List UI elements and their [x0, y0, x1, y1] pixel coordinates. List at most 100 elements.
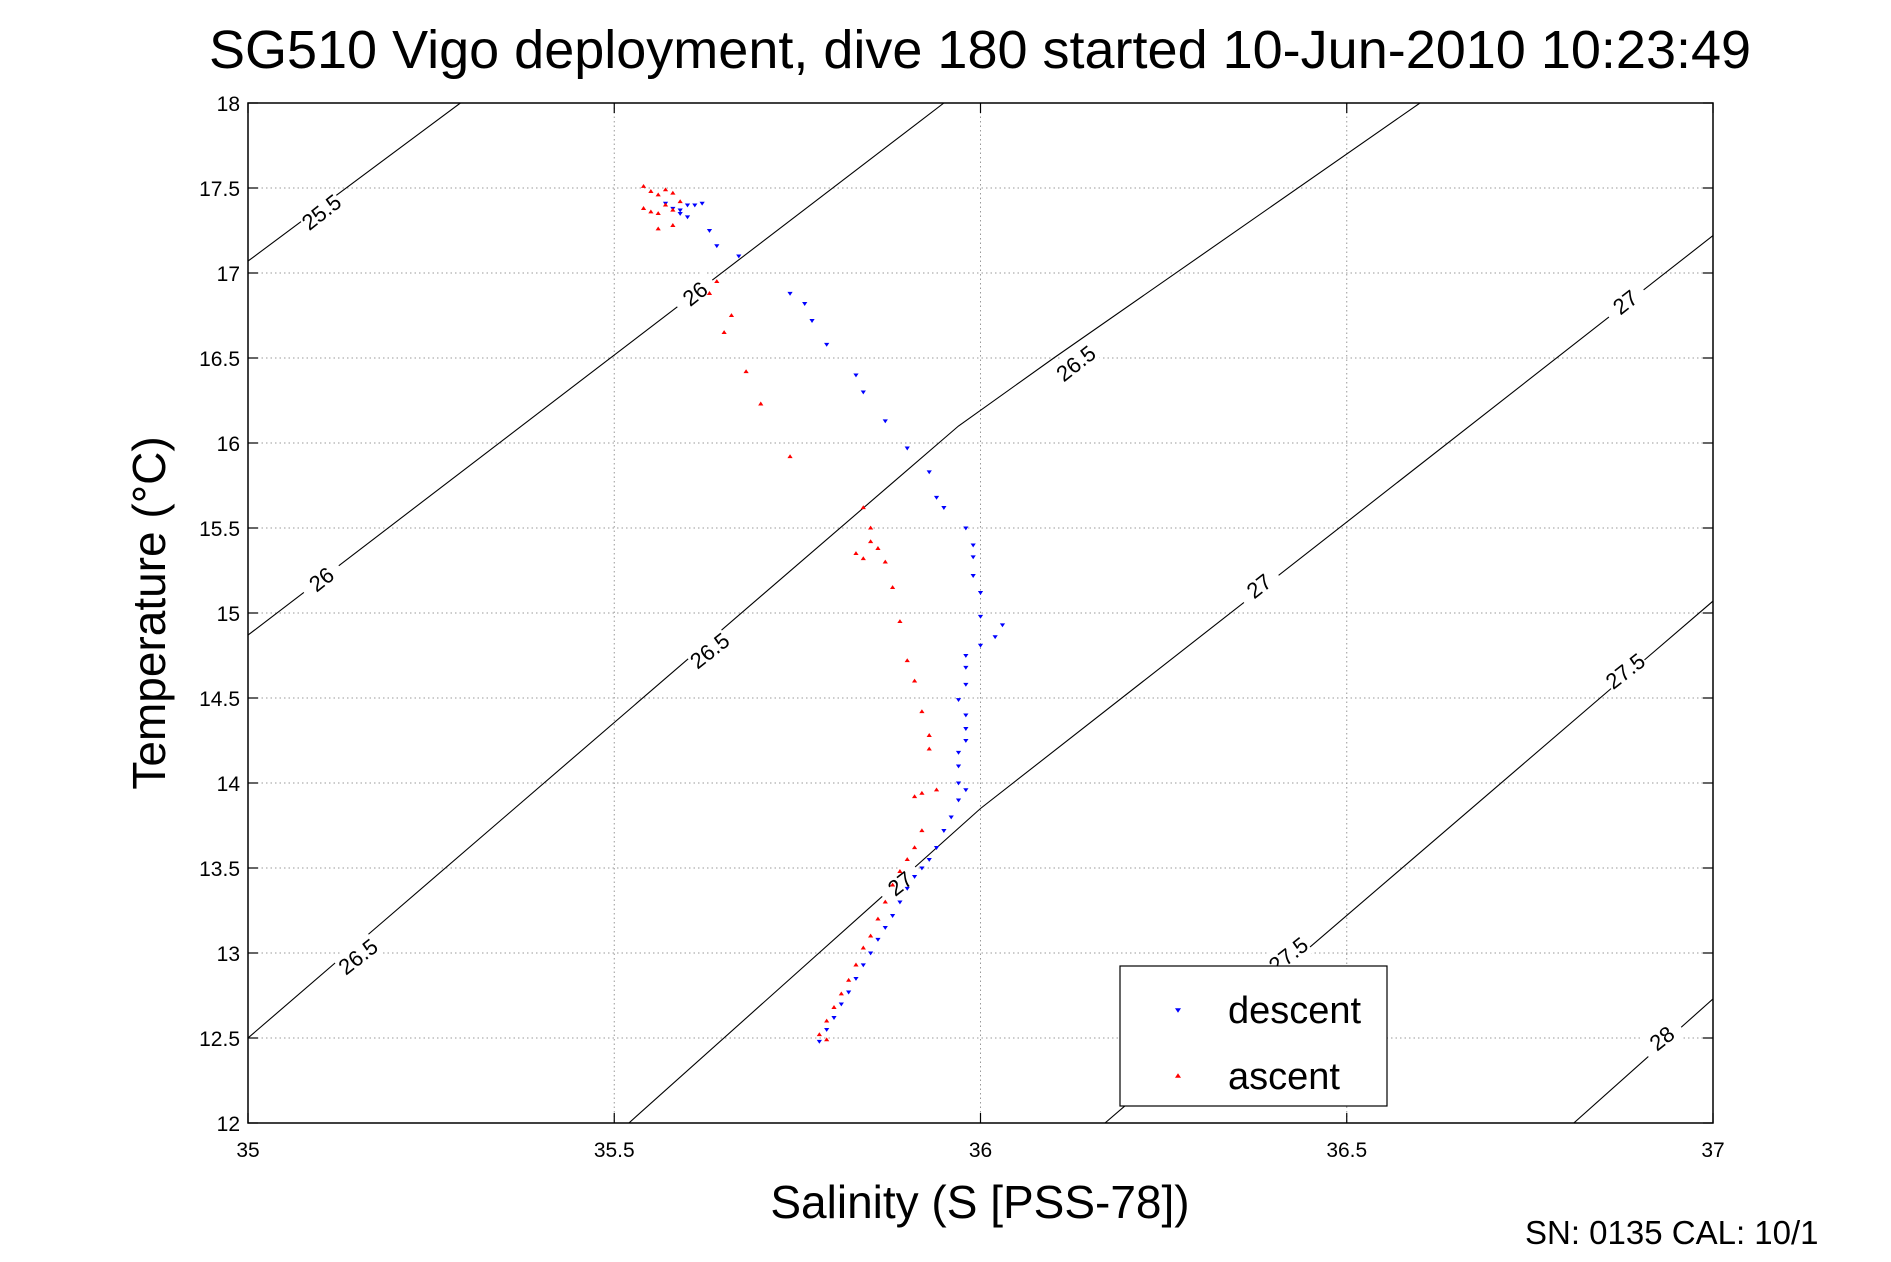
y-tick-label: 12.5: [199, 1028, 240, 1051]
data-markers: [640, 183, 1006, 1044]
y-tick-label: 13: [217, 943, 240, 966]
ascent-marker: [728, 313, 735, 318]
ascent-marker: [904, 857, 910, 862]
descent-marker: [970, 555, 976, 560]
ascent-marker: [853, 551, 859, 556]
descent-marker: [977, 614, 984, 619]
grid: [248, 103, 1713, 1123]
descent-marker: [816, 1039, 822, 1044]
descent-marker: [963, 788, 969, 793]
ascent-marker: [640, 206, 647, 210]
ascent-marker: [926, 746, 932, 751]
ascent-marker: [655, 226, 661, 231]
descent-marker: [809, 319, 815, 323]
descent-marker: [860, 390, 866, 395]
ascent-marker: [824, 1018, 830, 1023]
contour-label: 26.5: [334, 934, 383, 980]
descent-marker: [911, 874, 918, 879]
ascent-marker: [919, 790, 925, 795]
contour-label-background: [1599, 647, 1651, 695]
density-contour-line: [628, 235, 1713, 1123]
density-contour-line: [248, 103, 945, 636]
ascent-marker: [868, 539, 874, 544]
descent-marker: [941, 506, 947, 510]
ascent-marker: [662, 202, 669, 207]
ascent-marker: [882, 899, 888, 904]
descent-marker: [963, 653, 969, 658]
contour-label-background: [295, 555, 347, 603]
ascent-marker: [787, 454, 793, 459]
contour-label-background: [669, 269, 721, 318]
contour-label-background: [1050, 339, 1102, 387]
axis-ticks: 35 35.5 36 36.5 37 12 12.5 13 13.5 14 14.5 15 15.5 16…: [199, 93, 1725, 1162]
y-tick-label: 15.5: [199, 518, 240, 541]
ascent-marker: [897, 619, 903, 624]
ascent-marker: [838, 991, 844, 996]
descent-marker: [882, 419, 888, 424]
ascent-marker: [853, 962, 859, 967]
descent-marker: [933, 495, 940, 500]
descent-marker: [890, 914, 896, 918]
ascent-marker: [816, 1032, 822, 1037]
descent-marker: [882, 925, 888, 930]
descent-marker: [926, 857, 932, 862]
ascent-marker: [648, 209, 654, 214]
y-tick-label: 13.5: [199, 858, 240, 881]
contour-label-background: [332, 932, 384, 981]
ascent-marker: [933, 787, 940, 792]
ascent-marker: [911, 794, 918, 799]
descent-marker: [684, 215, 691, 220]
y-tick-label: 16: [217, 433, 240, 456]
descent-marker: [677, 208, 683, 213]
x-tick-label: 35: [236, 1139, 259, 1162]
descent-marker: [992, 635, 998, 640]
ascent-marker: [868, 525, 874, 530]
descent-marker: [963, 682, 969, 687]
y-tick-label: 14.5: [199, 688, 240, 711]
ascent-marker: [875, 916, 881, 921]
descent-marker: [699, 201, 705, 206]
descent-marker: [955, 698, 962, 703]
descent-marker: [853, 976, 859, 981]
y-tick-label: 14: [217, 773, 241, 796]
ascent-marker: [670, 190, 676, 195]
legend-label-descent: descent: [1228, 990, 1362, 1032]
x-tick-label: 37: [1701, 1139, 1724, 1162]
ascent-marker: [655, 211, 661, 216]
contour-label: 26.5: [685, 628, 734, 674]
contour-label: 27.5: [1601, 648, 1650, 694]
descent-marker: [692, 203, 698, 208]
legend-marker-descent: [1175, 1008, 1181, 1013]
descent-marker: [948, 815, 954, 820]
ascent-marker: [868, 933, 874, 938]
ascent-marker: [831, 1005, 837, 1009]
ascent-marker: [904, 658, 910, 663]
ascent-marker: [860, 505, 866, 510]
ascent-marker: [890, 585, 896, 590]
ascent-marker: [897, 869, 903, 873]
y-tick-label: 17.5: [199, 178, 240, 201]
ascent-marker: [640, 183, 647, 188]
descent-marker: [875, 937, 881, 942]
contour-label-background: [684, 626, 735, 675]
descent-marker: [904, 886, 910, 891]
descent-marker: [926, 470, 932, 475]
descent-marker: [787, 291, 793, 296]
x-tick-label: 35.5: [594, 1139, 635, 1162]
descent-marker: [897, 900, 903, 905]
descent-marker: [963, 738, 969, 743]
ascent-marker: [919, 709, 925, 714]
y-tick-label: 15: [217, 603, 240, 626]
descent-marker: [706, 228, 713, 233]
ascent-marker: [890, 882, 896, 887]
descent-marker: [963, 713, 969, 718]
descent-marker: [963, 665, 969, 670]
contour-label-background: [295, 188, 347, 236]
descent-marker: [970, 574, 976, 578]
descent-marker: [868, 951, 874, 956]
y-axis-label: Temperature (°C): [123, 436, 175, 789]
ascent-marker: [743, 369, 749, 374]
ascent-marker: [655, 192, 661, 197]
x-tick-label: 36: [969, 1139, 992, 1162]
descent-marker: [853, 373, 859, 378]
